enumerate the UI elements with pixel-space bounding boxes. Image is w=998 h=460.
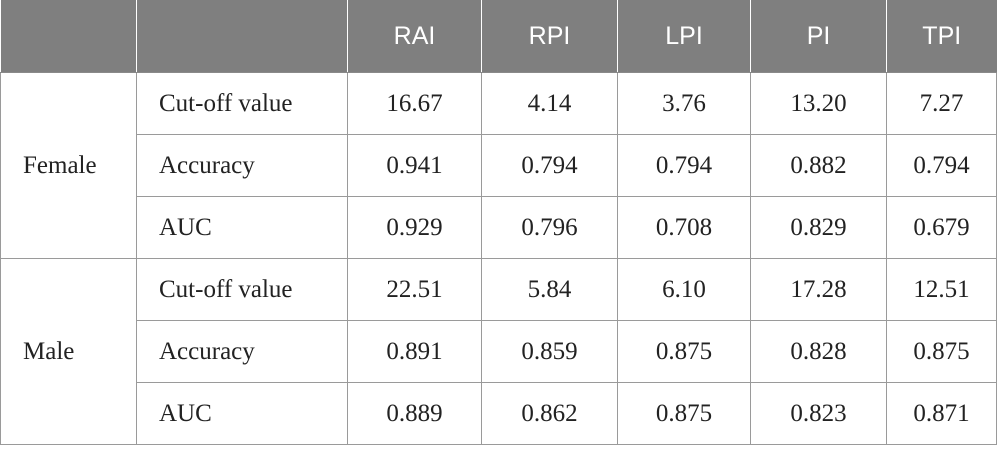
value-cell: 12.51 — [886, 258, 997, 321]
header-group-cell — [0, 0, 137, 73]
results-table: RAI RPI LPI PI TPI Female Cut-off value … — [0, 0, 997, 445]
group-label-male: Male — [0, 258, 137, 445]
value-cell: 0.871 — [886, 382, 997, 445]
header-pi: PI — [750, 0, 887, 73]
metric-label: Cut-off value — [136, 72, 348, 135]
metric-label: Cut-off value — [136, 258, 348, 321]
value-cell: 0.891 — [347, 320, 482, 383]
group-label-female: Female — [0, 72, 137, 259]
table-row: AUC 0.889 0.862 0.875 0.823 0.871 — [1, 382, 997, 445]
value-cell: 0.929 — [347, 196, 482, 259]
value-cell: 0.882 — [750, 134, 887, 197]
value-cell: 0.941 — [347, 134, 482, 197]
value-cell: 0.862 — [481, 382, 618, 445]
header-metric-cell — [136, 0, 348, 73]
value-cell: 22.51 — [347, 258, 482, 321]
metric-label: AUC — [136, 196, 348, 259]
value-cell: 17.28 — [750, 258, 887, 321]
table-row: Accuracy 0.891 0.859 0.875 0.828 0.875 — [1, 320, 997, 383]
table-row: Female Cut-off value 16.67 4.14 3.76 13.… — [0, 72, 997, 259]
value-cell: 0.889 — [347, 382, 482, 445]
value-cell: 13.20 — [750, 72, 887, 135]
metric-label: Accuracy — [136, 320, 348, 383]
value-cell: 6.10 — [617, 258, 751, 321]
value-cell: 4.14 — [481, 72, 618, 135]
value-cell: 0.828 — [750, 320, 887, 383]
value-cell: 0.859 — [481, 320, 618, 383]
header-row: RAI RPI LPI PI TPI — [0, 0, 997, 73]
value-cell: 0.875 — [886, 320, 997, 383]
table-row: Male Cut-off value 22.51 5.84 6.10 17.28… — [0, 258, 997, 445]
value-cell: 0.794 — [617, 134, 751, 197]
value-cell: 0.794 — [481, 134, 618, 197]
header-tpi: TPI — [886, 0, 997, 73]
value-cell: 0.679 — [886, 196, 997, 259]
value-cell: 0.875 — [617, 320, 751, 383]
table-row: Accuracy 0.941 0.794 0.794 0.882 0.794 — [1, 134, 997, 197]
header-rpi: RPI — [481, 0, 618, 73]
metric-label: AUC — [136, 382, 348, 445]
table-row: AUC 0.929 0.796 0.708 0.829 0.679 — [1, 196, 997, 259]
value-cell: 0.708 — [617, 196, 751, 259]
value-cell: 0.823 — [750, 382, 887, 445]
value-cell: 7.27 — [886, 72, 997, 135]
value-cell: 0.829 — [750, 196, 887, 259]
value-cell: 0.794 — [886, 134, 997, 197]
value-cell: 0.875 — [617, 382, 751, 445]
value-cell: 5.84 — [481, 258, 618, 321]
value-cell: 3.76 — [617, 72, 751, 135]
header-lpi: LPI — [617, 0, 751, 73]
value-cell: 0.796 — [481, 196, 618, 259]
value-cell: 16.67 — [347, 72, 482, 135]
header-rai: RAI — [347, 0, 482, 73]
metric-label: Accuracy — [136, 134, 348, 197]
